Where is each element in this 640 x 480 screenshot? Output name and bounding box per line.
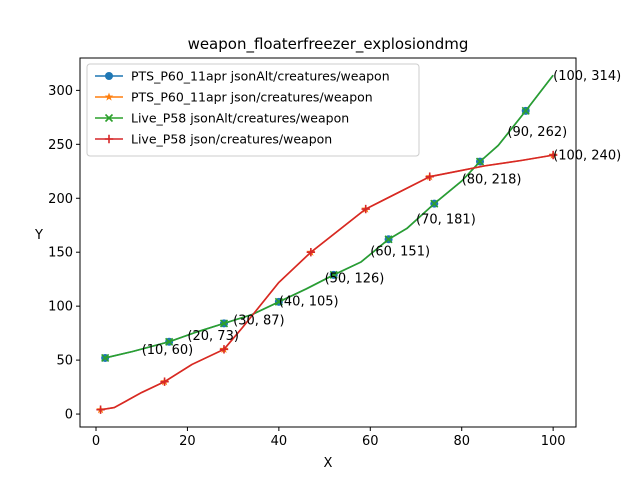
x-tick-label: 20 [179, 434, 196, 449]
legend-item: Live_P58 jsonAlt/creatures/weapon [95, 111, 349, 126]
data-label: (50, 126) [325, 272, 385, 287]
x-tick-label: 0 [92, 434, 100, 449]
x-axis-label: X [324, 456, 333, 471]
data-label: (60, 151) [370, 245, 430, 260]
legend-marker [104, 92, 114, 101]
data-point [96, 405, 105, 414]
data-point [160, 377, 169, 386]
legend-item: PTS_P60_11apr json/creatures/weapon [95, 90, 373, 105]
series-3 [101, 74, 554, 363]
data-label: (20, 73) [187, 329, 239, 344]
y-tick-label: 150 [48, 246, 73, 261]
data-point [274, 297, 283, 306]
y-axis-ticks: 0 50 100 150 200 250 300 [48, 84, 80, 423]
data-label: (10, 60) [142, 343, 194, 358]
series-4 [96, 150, 558, 414]
data-label: (90, 262) [507, 125, 567, 140]
legend-label: PTS_P60_11apr json/creatures/weapon [131, 90, 373, 105]
data-point [361, 204, 370, 214]
data-label: (100, 240) [553, 149, 621, 164]
data-label: (40, 105) [279, 294, 339, 309]
x-axis-ticks: 0 20 40 60 80 100 [92, 427, 566, 449]
x-tick-label: 40 [271, 434, 288, 449]
data-label: (30, 87) [233, 314, 285, 329]
data-label: (80, 218) [462, 172, 522, 187]
data-label: (100, 314) [553, 69, 621, 84]
legend-label: Live_P58 jsonAlt/creatures/weapon [131, 111, 349, 126]
data-point [548, 150, 558, 160]
data-label: (70, 181) [416, 212, 476, 227]
data-point [430, 199, 439, 208]
y-axis-label: Y [34, 228, 43, 243]
data-point [219, 345, 229, 354]
data-point [425, 172, 434, 181]
plot-frame [79, 57, 577, 428]
y-tick-label: 100 [48, 300, 73, 315]
data-point [475, 157, 485, 166]
legend-item: PTS_P60_11apr jsonAlt/creatures/weapon [95, 69, 390, 84]
x-tick-label: 80 [453, 434, 470, 449]
x-tick-label: 100 [541, 434, 566, 449]
y-tick-label: 300 [48, 84, 73, 99]
annotation-layer: (10, 60)(20, 73)(30, 87) (40, 105) (50, 12… [142, 69, 621, 358]
data-point [384, 235, 393, 244]
y-tick-label: 0 [65, 408, 73, 423]
data-point [219, 319, 229, 328]
y-tick-label: 200 [48, 192, 73, 207]
legend-item: Live_P58 json/creatures/weapon [95, 132, 332, 147]
data-point [521, 106, 530, 115]
legend-marker [105, 72, 113, 80]
chart-title: weapon_floaterfreezer_explosiondmg [188, 35, 469, 54]
legend-marker [104, 134, 114, 144]
data-point [101, 353, 110, 363]
legend-label: PTS_P60_11apr jsonAlt/creatures/weapon [131, 69, 390, 84]
legend-box [86, 63, 420, 157]
x-tick-label: 60 [362, 434, 379, 449]
y-tick-label: 50 [56, 354, 73, 369]
data-point [306, 248, 316, 257]
legend-marker [104, 113, 114, 123]
legend-label: Live_P58 json/creatures/weapon [131, 132, 332, 147]
legend: PTS_P60_11apr jsonAlt/creatures/weapon PT… [86, 63, 420, 157]
data-point [165, 337, 174, 346]
y-tick-label: 250 [48, 138, 73, 153]
data-point [329, 270, 338, 279]
series-layer [96, 74, 558, 414]
